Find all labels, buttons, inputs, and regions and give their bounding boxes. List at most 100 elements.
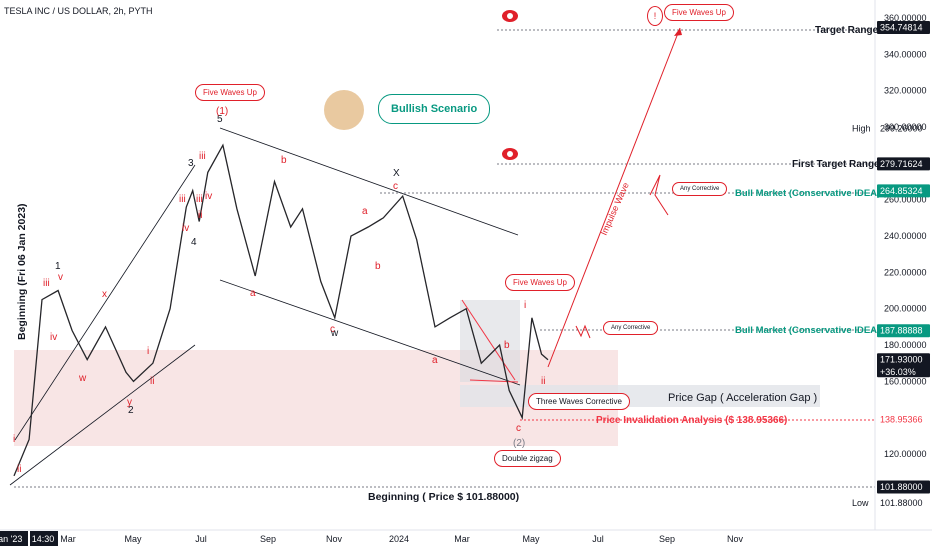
bull-market-label-1: Bull Market (Conservative IDEA)	[735, 188, 880, 199]
wave-label: iii	[196, 194, 203, 205]
thinking-face-icon	[324, 90, 364, 130]
invalidation-label: Price Invalidation Analysis ($ 138.95366…	[596, 415, 787, 426]
five-waves-up-top: Five Waves Up	[664, 4, 734, 21]
level-value-box	[877, 480, 930, 494]
level-value-label: 264.85324	[880, 186, 923, 196]
wave-label: (2)	[513, 438, 525, 449]
wave-label: iii	[179, 194, 186, 205]
y-tick-label: 180.00000	[884, 340, 927, 350]
wave-label: b	[281, 155, 287, 166]
level-name-label: Low	[852, 498, 869, 508]
triangle-lower	[469, 379, 519, 383]
wave-label: 1	[55, 261, 61, 272]
impulse-projection	[547, 27, 681, 368]
wave-label: 2	[128, 405, 134, 416]
impulse-arrowhead	[674, 28, 682, 36]
level-value-label: 101.88000	[880, 482, 923, 492]
level-value-box	[877, 413, 930, 427]
x-tick-label: Sep	[260, 534, 276, 544]
symbol-title: TESLA INC / US DOLLAR, 2h, PYTH	[4, 6, 153, 16]
wave-label: c	[330, 324, 335, 335]
x-tick-label: Nov	[727, 534, 744, 544]
first-target-label: First Target Range	[792, 159, 880, 170]
x-tick-label: Mar	[454, 534, 470, 544]
wave-label: c	[393, 181, 398, 192]
x-tick-label: 14:30	[32, 534, 55, 544]
level-name-label: High	[852, 123, 871, 133]
wave-label: c	[516, 423, 521, 434]
wave-label: 4	[191, 237, 197, 248]
wave-label: w	[330, 328, 339, 339]
y-tick-label: 300.00000	[884, 122, 927, 132]
double-zigzag: Double zigzag	[494, 450, 561, 467]
any-corrective-zigzag-1	[649, 174, 669, 216]
corrective-zone	[460, 300, 520, 382]
x-tick-label: Jul	[195, 534, 207, 544]
y-tick-label: 320.00000	[884, 86, 927, 96]
level-value-box	[877, 157, 930, 171]
lightbulb-icon: !	[647, 6, 663, 26]
eye-icon	[502, 10, 518, 22]
x-tick-label: Nov	[326, 534, 343, 544]
price-series-line	[13, 143, 549, 477]
beginning-date-label: Beginning (Fri 06 Jan 2023)	[16, 203, 28, 340]
wave-label: ii	[541, 376, 545, 387]
wave-label: iv	[182, 223, 189, 234]
level-value-label: 187.88888	[880, 326, 923, 336]
price-gap-label: Price Gap ( Acceleration Gap )	[668, 392, 817, 404]
y-tick-label: 340.00000	[884, 49, 927, 59]
level-value-box	[877, 353, 930, 378]
five-waves-up-left: Five Waves Up	[195, 84, 265, 101]
wave-label: iv	[50, 332, 57, 343]
trend-line-1	[9, 344, 196, 486]
any-corrective-2: Any Corrective	[603, 321, 659, 335]
level-value-label: 101.88000	[880, 498, 923, 508]
three-waves-corrective: Three Waves Corrective	[528, 393, 630, 410]
level-value-box	[877, 21, 930, 35]
x-tick-box	[0, 531, 28, 546]
beginning-price-label: Beginning ( Price $ 101.88000)	[368, 491, 519, 503]
eye-icon	[502, 148, 518, 160]
x-tick-label: 2024	[389, 534, 409, 544]
y-tick-label: 360.00000	[884, 13, 927, 23]
level-value-box	[877, 184, 930, 198]
wave-label: ii	[17, 464, 21, 475]
wave-label: w	[78, 373, 87, 384]
wave-label: 3	[188, 158, 194, 169]
level-value-box	[877, 324, 930, 338]
level-value-label: 279.71624	[880, 159, 923, 169]
x-tick-box	[30, 531, 58, 546]
wave-label: X	[393, 168, 400, 179]
target-range-label: Target Range	[815, 25, 879, 36]
triangle-upper	[461, 299, 516, 381]
wave-label: v	[58, 272, 63, 283]
wave-label: 5	[217, 114, 223, 125]
any-corrective-1: Any Corrective	[672, 182, 728, 196]
level-value-label: 171.93000	[880, 355, 923, 365]
wave-label: ii	[150, 376, 154, 387]
x-tick-label: May	[522, 534, 540, 544]
level-value-label: 299.26000	[880, 123, 923, 133]
bull-market-label-2: Bull Market (Conservative IDEA)	[735, 325, 880, 336]
trend-line-2	[14, 164, 196, 441]
y-tick-label: 260.00000	[884, 195, 927, 205]
y-tick-label: 120.00000	[884, 449, 927, 459]
y-tick-label: 160.00000	[884, 376, 927, 386]
level-value-label: 354.74814	[880, 23, 923, 33]
any-corrective-zigzag-2	[575, 324, 591, 339]
x-tick-label: May	[124, 534, 142, 544]
wave-label: b	[504, 340, 510, 351]
wave-label: x	[102, 289, 107, 300]
x-tick-label: Jan '23	[0, 534, 22, 544]
wave-label: (1)	[216, 106, 228, 117]
change-pct-label: +36.03%	[880, 367, 916, 377]
five-waves-up-right: Five Waves Up	[505, 274, 575, 291]
wave-label: iv	[205, 191, 212, 202]
wave-label: i	[524, 300, 526, 311]
x-tick-label: Sep	[659, 534, 675, 544]
wave-label: i	[13, 434, 15, 445]
wave-label: iii	[199, 151, 206, 162]
y-tick-label: 220.00000	[884, 267, 927, 277]
channel-line-upper	[219, 127, 519, 236]
wave-label: y	[127, 397, 132, 408]
